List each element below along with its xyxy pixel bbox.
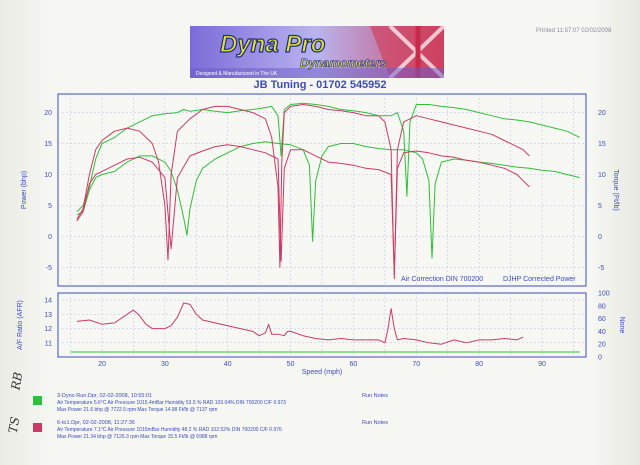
afr-x-tick-label: 60 — [350, 361, 358, 368]
afr-chart-ticks: 14 13 12 11 100 80 60 40 20 0 20 30 40 50 60 70 80 90 — [44, 291, 610, 369]
afr-x-tick-label: 30 — [161, 361, 169, 368]
afr-x-tick-label: 20 — [98, 361, 106, 368]
run2-title: 6-to1.Dpr, 02-02-2008, 11:27:36 — [57, 420, 135, 426]
power-y-tick-label: 15 — [44, 141, 52, 148]
run2-conditions: Air Temperature 7.1°C Air Pressure 1015m… — [57, 427, 282, 433]
power-chart-grid — [58, 94, 586, 286]
power-series-line-3 — [76, 144, 530, 275]
afr-x-tick-label: 40 — [224, 361, 232, 368]
run1-title: 3-Dyno Run.Dpr, 02-02-2008, 10:55:01 — [57, 393, 153, 399]
company-title: JB Tuning - 01702 545952 — [253, 79, 387, 91]
afr-chart-grid — [58, 293, 586, 357]
afr-y2-tick-label: 20 — [598, 342, 606, 349]
afr-y-tick-label: 11 — [45, 340, 52, 347]
power-y2-tick-label: 20 — [598, 110, 606, 117]
power-y-tick-label: -5 — [46, 265, 52, 272]
run1-maxima: Max Power 21.6 bhp @ 7722.5 rpm Max Torq… — [57, 407, 218, 413]
djhp-corrected-note: DJHP Corrected Power — [503, 276, 576, 283]
printed-timestamp: Printed 11:57:07 02/02/2008 — [536, 28, 612, 34]
power-y2-tick-label: 0 — [598, 234, 602, 241]
afr-axis-title: A/F Ratio (AFR) — [17, 300, 24, 350]
afr-x-tick-label: 70 — [412, 361, 420, 368]
power-axis-title: Power (bhp) — [21, 171, 28, 209]
afr-y2-tick-label: 80 — [598, 303, 606, 310]
power-y2-tick-label: -5 — [598, 265, 604, 272]
power-y2-tick-label: 10 — [598, 172, 606, 179]
power-y-tick-label: 0 — [48, 234, 52, 241]
afr-y-tick-label: 13 — [44, 312, 52, 319]
afr-x-tick-label: 50 — [287, 361, 295, 368]
power-series-line-2 — [76, 104, 530, 280]
power-y-tick-label: 5 — [48, 203, 52, 210]
run1-conditions: Air Temperature 5.6°C Air Pressure 1015.… — [57, 400, 286, 406]
run1-notes: Run Notes — [362, 393, 388, 399]
run2-notes: Run Notes — [362, 420, 388, 426]
run2-legend-swatch[interactable] — [33, 423, 42, 432]
run1-legend-swatch[interactable] — [33, 396, 42, 405]
afr-y2-tick-label: 0 — [598, 355, 602, 362]
logo-tagline: Designed & Manufactured in The UK — [196, 71, 278, 77]
run2-maxima: Max Power 21.34 bhp @ 7126.3 rpm Max Tor… — [57, 434, 218, 440]
afr-chart-series — [70, 302, 580, 353]
dynapro-logo: Dyna Pro Dynamometers Designed & Manufac… — [190, 24, 446, 80]
power-chart-series — [76, 102, 580, 280]
power-y-tick-label: 10 — [44, 172, 52, 179]
power-chart-ticks: 20 15 10 5 0 -5 20 15 10 5 0 -5 — [44, 110, 606, 272]
afr-x-tick-label: 80 — [475, 361, 483, 368]
power-y2-tick-label: 5 — [598, 203, 602, 210]
torque-axis-title: Torque (Ft/lb) — [612, 169, 619, 211]
afr-series-line-1 — [76, 302, 524, 345]
afr-x-tick-label: 90 — [538, 361, 546, 368]
none-axis-title: None — [618, 317, 625, 334]
power-y-tick-label: 20 — [44, 110, 52, 117]
logo-sub: Dynamometers — [300, 56, 387, 70]
afr-y-tick-label: 12 — [44, 326, 52, 333]
air-correction-note: Air Correction DIN 700200 — [401, 276, 483, 283]
power-series-line-0 — [76, 102, 580, 213]
afr-y2-tick-label: 100 — [598, 291, 610, 298]
logo-graphic: Dyna Pro Dynamometers Designed & Manufac… — [190, 24, 446, 80]
handwritten-initials-ts: TS — [5, 415, 23, 435]
speed-axis-title: Speed (mph) — [302, 369, 342, 376]
logo-brand: Dyna Pro — [220, 31, 325, 58]
afr-y2-tick-label: 40 — [598, 329, 606, 336]
afr-y-tick-label: 14 — [44, 298, 52, 305]
power-y2-tick-label: 15 — [598, 141, 606, 148]
afr-y2-tick-label: 60 — [598, 316, 606, 323]
